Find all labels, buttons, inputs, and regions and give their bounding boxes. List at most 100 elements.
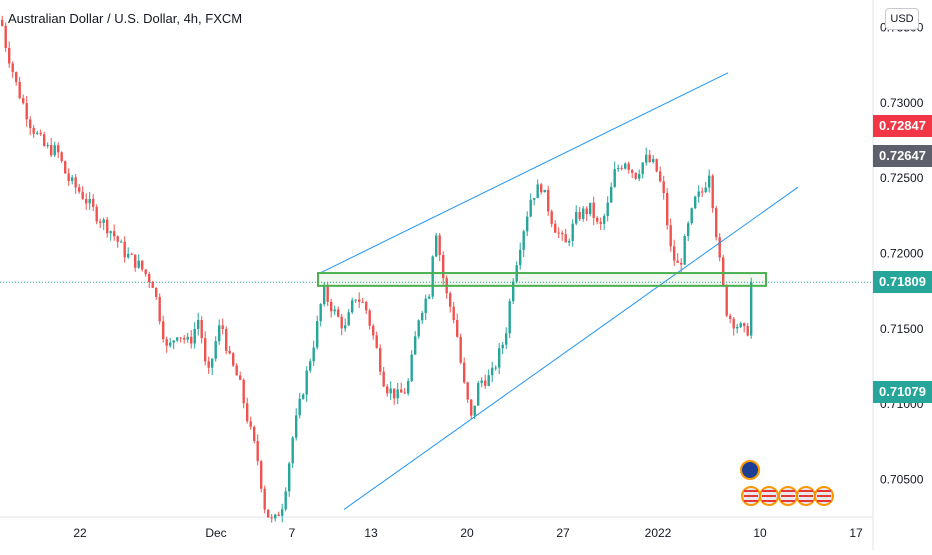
candle-body — [701, 191, 704, 193]
currency-badge[interactable]: USD — [885, 8, 919, 30]
candle-body — [585, 208, 588, 215]
candle-body — [501, 344, 504, 349]
candle-body — [655, 159, 658, 172]
candle-body — [634, 172, 637, 179]
candle-body — [683, 236, 686, 265]
candle-body — [361, 301, 364, 303]
candle-body — [421, 312, 424, 321]
candle-body — [550, 211, 553, 224]
candle-body — [606, 202, 609, 216]
y-tick-label: 0.72500 — [880, 171, 924, 185]
usd-flag-stripe — [799, 490, 813, 492]
candle-body — [134, 254, 137, 268]
candle-body — [36, 132, 39, 134]
y-tick-label: 0.70500 — [880, 472, 924, 486]
candle-body — [288, 463, 291, 492]
candle-body — [99, 221, 102, 223]
candle-body — [631, 169, 634, 173]
candle-body — [337, 309, 340, 317]
candle-body — [533, 198, 536, 200]
candle-body — [540, 184, 543, 193]
usd-flag-stripe — [781, 500, 795, 502]
candle-body — [487, 375, 490, 386]
candle-body — [274, 514, 277, 519]
candle-body — [680, 262, 683, 265]
candle-body — [326, 286, 329, 302]
candle-body — [106, 219, 109, 234]
candle-body — [739, 323, 742, 327]
candle-body — [218, 325, 221, 342]
candle-body — [484, 380, 487, 386]
candle-body — [172, 340, 175, 343]
candle-body — [85, 198, 88, 204]
candle-body — [564, 234, 567, 243]
candle-body — [452, 306, 455, 321]
candle-body — [617, 167, 620, 170]
candle-body — [25, 103, 28, 120]
candle-body — [183, 337, 186, 340]
price-tag-low: 0.71079 — [873, 381, 932, 404]
candle-body — [382, 371, 385, 387]
candle-body — [204, 338, 207, 362]
candle-body — [456, 320, 459, 337]
candle-body — [725, 285, 728, 316]
candle-body — [260, 461, 263, 489]
candle-body — [554, 223, 557, 233]
candle-body — [676, 260, 679, 263]
price-tag-high: 0.72847 — [873, 114, 932, 137]
candle-body — [645, 154, 648, 163]
candle-body — [526, 216, 529, 232]
candle-body — [316, 321, 319, 348]
candle-body — [169, 342, 172, 346]
candle-body — [190, 336, 193, 344]
candle-body — [435, 235, 438, 257]
candle-body — [652, 159, 655, 162]
candle-body — [78, 187, 81, 192]
candle-body — [575, 211, 578, 224]
candle-body — [109, 231, 112, 234]
candle-body — [750, 282, 753, 336]
candle-body — [582, 208, 585, 219]
candle-body — [81, 191, 84, 199]
candle-body — [246, 403, 249, 422]
candle-body — [522, 231, 525, 250]
candle-body — [214, 341, 217, 359]
candle-body — [11, 63, 14, 73]
candle-body — [102, 219, 105, 223]
candle-body — [354, 299, 357, 301]
candle-body — [123, 241, 126, 258]
candle-body — [375, 335, 378, 348]
candle-body — [284, 491, 287, 510]
candle-body — [295, 415, 298, 438]
candle-body — [620, 167, 623, 169]
usd-flag-stripe — [762, 490, 776, 492]
candle-body — [547, 189, 550, 212]
candle-body — [74, 177, 77, 188]
candle-body — [610, 186, 613, 203]
candle-body — [351, 300, 354, 313]
candle-body — [344, 325, 347, 329]
candle-body — [578, 211, 581, 219]
candle-body — [529, 199, 532, 217]
candle-body — [638, 174, 641, 179]
candle-body — [155, 287, 158, 297]
candle-body — [43, 134, 46, 146]
candle-body — [477, 383, 480, 406]
candle-body — [508, 301, 511, 334]
candle-body — [704, 187, 707, 192]
candle-body — [466, 382, 469, 400]
candle-body — [263, 488, 266, 510]
candle-body — [543, 189, 546, 193]
candle-body — [662, 181, 665, 194]
candle-body — [589, 202, 592, 215]
candle-body — [494, 367, 497, 369]
x-tick-label: 20 — [460, 526, 474, 540]
candle-body — [613, 169, 616, 187]
usd-flag-stripe — [762, 495, 776, 497]
candle-body — [708, 175, 711, 188]
candle-body — [239, 375, 242, 380]
candle-body — [92, 198, 95, 207]
candle-body — [137, 260, 140, 268]
